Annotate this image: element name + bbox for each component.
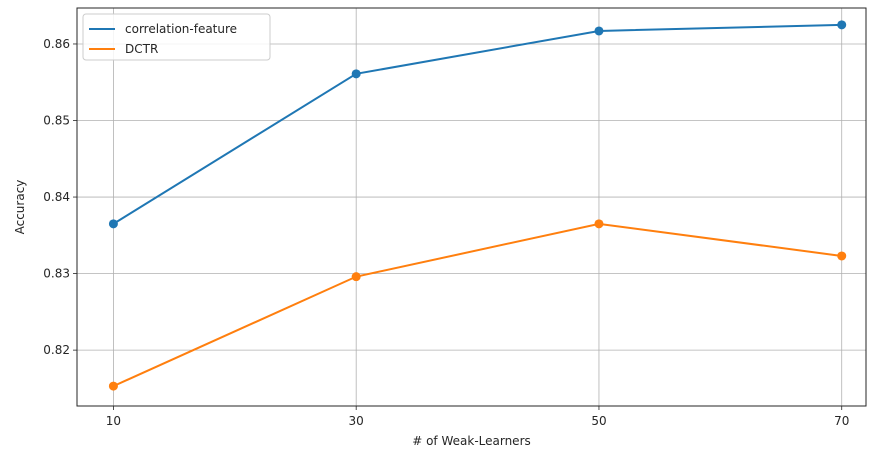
legend: correlation-feature DCTR [82, 13, 271, 61]
legend-box [82, 13, 271, 61]
y-tick-label: 0.86 [43, 37, 70, 51]
plot-area-frame [76, 7, 867, 407]
data-point-0-3 [837, 20, 847, 30]
x-tick-label: 30 [349, 414, 364, 428]
x-tick-label: 10 [106, 414, 121, 428]
series-line-1 [113, 222, 842, 388]
data-point-1-0 [108, 381, 118, 391]
legend-label-1: DCTR [125, 42, 158, 56]
data-point-1-1 [351, 272, 361, 282]
y-tick-label: 0.82 [43, 343, 70, 357]
x-tick-label: 50 [591, 414, 606, 428]
data-point-0-0 [108, 219, 118, 229]
x-axis-label: # of Weak-Learners [412, 434, 531, 448]
data-point-0-1 [351, 69, 361, 79]
y-tick-label: 0.84 [43, 190, 70, 204]
y-tick-label: 0.83 [43, 267, 70, 281]
data-point-1-2 [594, 219, 604, 229]
y-axis-label: Accuracy [13, 180, 27, 235]
series-line-0 [112, 23, 842, 225]
data-point-0-2 [594, 26, 604, 36]
legend-label-0: correlation-feature [125, 22, 237, 36]
x-tick-label: 70 [834, 414, 849, 428]
axis-ticks: 10 30 50 70 0.82 0.83 0.84 0.85 0.86 [43, 37, 849, 428]
data-point-1-3 [837, 251, 847, 261]
grid-lines [77, 8, 866, 406]
series-layer [108, 20, 847, 391]
y-tick-label: 0.85 [43, 114, 70, 128]
